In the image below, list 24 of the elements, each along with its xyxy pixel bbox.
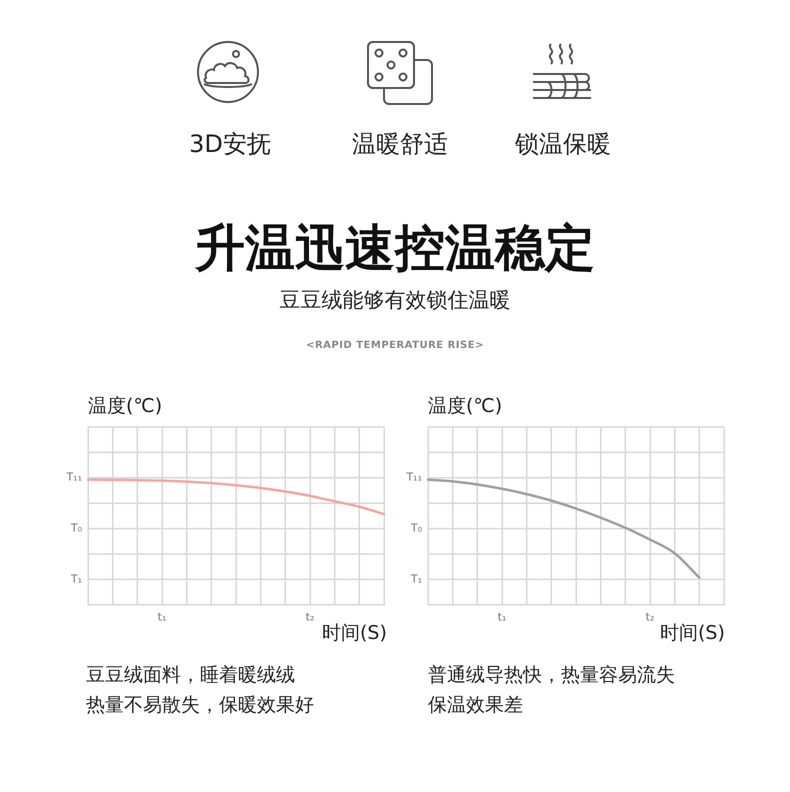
x-tick-label: t₂ xyxy=(646,610,654,624)
text: 温暖舒适 xyxy=(351,129,449,160)
text: 锁温保暖 xyxy=(514,129,612,160)
y-axis-title: 温度(℃) xyxy=(88,394,162,419)
text: 升温迅速控温稳定 xyxy=(194,218,596,279)
x-tick-label: t₂ xyxy=(306,610,314,624)
text: 3D安抚 xyxy=(188,129,272,160)
x-tick-label: t₁ xyxy=(498,610,506,624)
text: T₁ xyxy=(410,572,422,586)
text: 热量不易散失，保暖效果好 xyxy=(86,694,314,716)
text: 豆豆绒面料，睡着暖绒绒 xyxy=(86,664,295,686)
text: T₀ xyxy=(410,521,423,534)
y-axis-title: 温度(℃) xyxy=(428,394,502,419)
text: <RAPID TEMPERATURE RISE> xyxy=(305,340,485,351)
text: T₁ xyxy=(70,572,82,586)
text: 保温效果差 xyxy=(428,694,523,716)
x-axis-title: 时间(S) xyxy=(322,621,387,646)
text: T₀ xyxy=(70,521,83,534)
text: 豆豆绒能够有效锁住温暖 xyxy=(278,287,512,314)
text: T₁₁ xyxy=(65,470,82,484)
text: 普通绒导热快，热量容易流失 xyxy=(428,664,675,686)
x-tick-label: t₁ xyxy=(158,610,166,624)
text: T₁₁ xyxy=(405,470,422,484)
x-axis-title: 时间(S) xyxy=(660,621,725,646)
